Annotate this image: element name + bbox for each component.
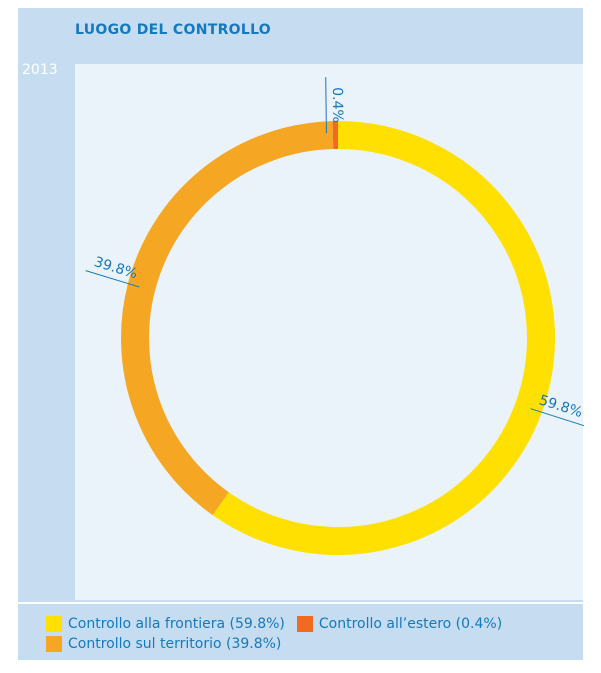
plot-area bbox=[75, 64, 583, 600]
value-label: 59.8% bbox=[537, 392, 584, 421]
legend: Controllo alla frontiera (59.8%) Controll… bbox=[46, 616, 576, 652]
separator bbox=[18, 602, 583, 604]
legend-item: Controllo alla frontiera (59.8%) bbox=[46, 616, 285, 632]
legend-swatch bbox=[296, 616, 313, 632]
leader-line bbox=[325, 77, 327, 134]
legend-swatch bbox=[46, 636, 62, 652]
legend-item: Controllo sul territorio (39.8%) bbox=[46, 636, 281, 652]
leader-line bbox=[85, 270, 140, 288]
legend-label: Controllo sul territorio (39.8%) bbox=[68, 636, 282, 652]
legend-item: Controllo all’estero (0.4%) bbox=[296, 616, 503, 632]
legend-label: Controllo alla frontiera (59.8%) bbox=[68, 616, 285, 632]
chart-title: LUOGO DEL CONTROLLO bbox=[75, 22, 272, 38]
leader-line bbox=[530, 408, 585, 427]
donut-segment bbox=[121, 121, 334, 516]
legend-swatch bbox=[46, 616, 62, 632]
year-label: 2013 bbox=[22, 62, 58, 78]
value-label-group: 0.4% bbox=[325, 77, 345, 134]
legend-label: Controllo all’estero (0.4%) bbox=[318, 616, 503, 632]
value-label: 0.4% bbox=[329, 87, 345, 123]
donut-segment bbox=[212, 121, 555, 555]
value-label: 39.8% bbox=[92, 254, 139, 282]
